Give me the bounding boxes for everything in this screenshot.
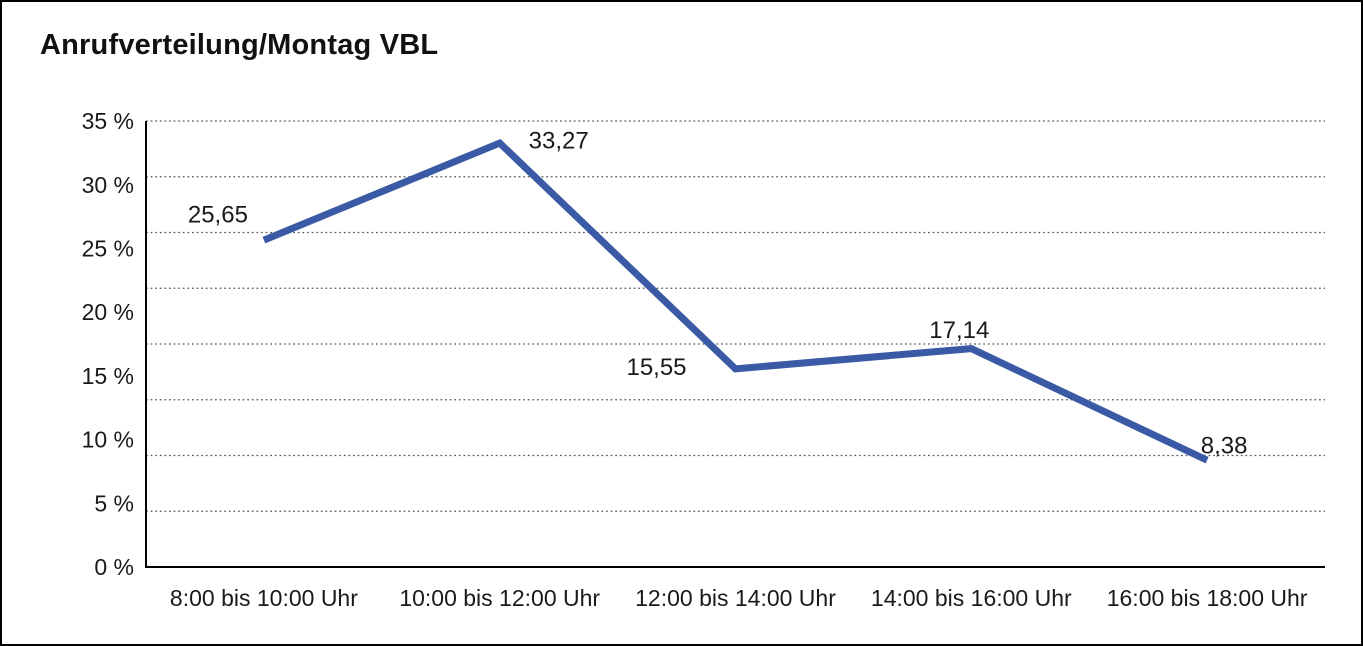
data-point-label: 25,65 xyxy=(188,202,248,229)
data-point-label: 17,14 xyxy=(929,317,989,344)
chart-title: Anrufverteilung/Montag VBL xyxy=(40,29,439,61)
x-tick-label: 10:00 bis 12:00 Uhr xyxy=(399,585,600,611)
x-tick-label: 12:00 bis 14:00 Uhr xyxy=(635,585,836,611)
data-point-label: 8,38 xyxy=(1201,433,1248,460)
y-tick-label: 15 % xyxy=(82,363,134,389)
x-tick-label: 14:00 bis 16:00 Uhr xyxy=(871,585,1072,611)
y-tick-label: 0 % xyxy=(94,554,134,580)
x-tick-label: 8:00 bis 10:00 Uhr xyxy=(170,585,358,611)
y-tick-label: 20 % xyxy=(82,299,134,325)
data-point-label: 15,55 xyxy=(626,354,686,381)
y-tick-label: 5 % xyxy=(94,490,134,516)
data-point-label: 33,27 xyxy=(529,127,589,154)
series-line xyxy=(262,138,1209,464)
y-tick-label: 25 % xyxy=(82,235,134,261)
y-tick-label: 30 % xyxy=(82,172,134,198)
y-tick-label: 35 % xyxy=(82,108,134,134)
y-tick-label: 10 % xyxy=(82,427,134,453)
x-tick-label: 16:00 bis 18:00 Uhr xyxy=(1107,585,1308,611)
